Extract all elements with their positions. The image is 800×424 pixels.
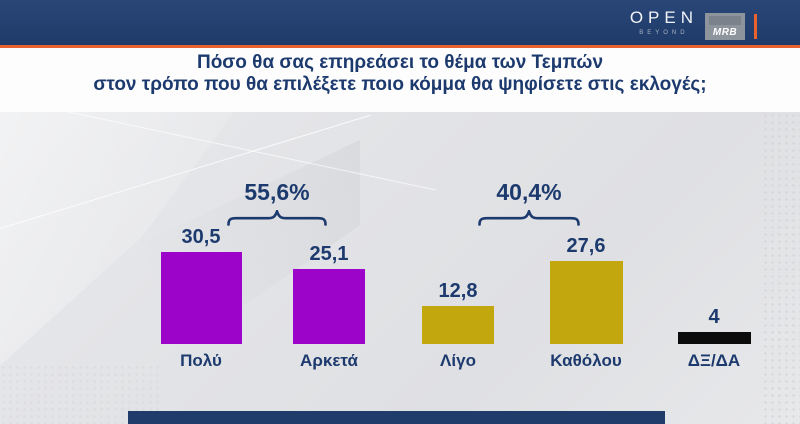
category-label-1: Αρκετά bbox=[300, 351, 358, 370]
question-title-line1: Πόσο θα σας επηρεάσει το θέμα των Τεμπών bbox=[196, 52, 604, 73]
orange-divider bbox=[754, 14, 757, 39]
category-label-3: Καθόλου bbox=[550, 351, 622, 370]
group-percentage-label-0: 55,6% bbox=[244, 179, 310, 205]
category-label-0: Πολύ bbox=[180, 351, 222, 370]
mrb-logo: MRB bbox=[705, 13, 745, 40]
open-tv-logo: OPEN BEYOND bbox=[630, 8, 698, 36]
group-percentage-label-1: 40,4% bbox=[496, 179, 562, 205]
bottom-bar bbox=[128, 411, 665, 424]
top-header-bar: OPEN BEYOND MRB bbox=[0, 0, 800, 45]
category-label-2: Λίγο bbox=[440, 351, 476, 370]
dot-pattern bbox=[762, 112, 800, 424]
bar-1 bbox=[293, 269, 365, 344]
category-label-4: ΔΞ/ΔΑ bbox=[687, 351, 741, 370]
question-title-line2: στον τρόπο που θα επιλέξετε ποιο κόμμα θ… bbox=[93, 74, 707, 95]
question-title: Πόσο θα σας επηρεάσει το θέμα των Τεμπών… bbox=[0, 52, 800, 96]
value-label-1: 25,1 bbox=[309, 243, 349, 265]
bar-0 bbox=[160, 252, 242, 344]
curly-brace-1 bbox=[478, 210, 580, 226]
value-label-0: 30,5 bbox=[181, 226, 221, 248]
open-logo-text: OPEN bbox=[629, 8, 698, 27]
title-panel bbox=[0, 48, 800, 112]
curly-brace-0 bbox=[227, 210, 327, 226]
value-label-3: 27,6 bbox=[566, 235, 606, 257]
bar-4 bbox=[677, 332, 751, 344]
bar-3 bbox=[549, 261, 623, 344]
value-label-2: 12,8 bbox=[438, 280, 478, 302]
value-label-4: 4 bbox=[708, 306, 720, 328]
mrb-logo-text: MRB bbox=[712, 27, 738, 38]
orange-rule bbox=[0, 45, 800, 48]
bar-2 bbox=[422, 306, 494, 344]
open-logo-subtext: BEYOND bbox=[639, 30, 689, 36]
